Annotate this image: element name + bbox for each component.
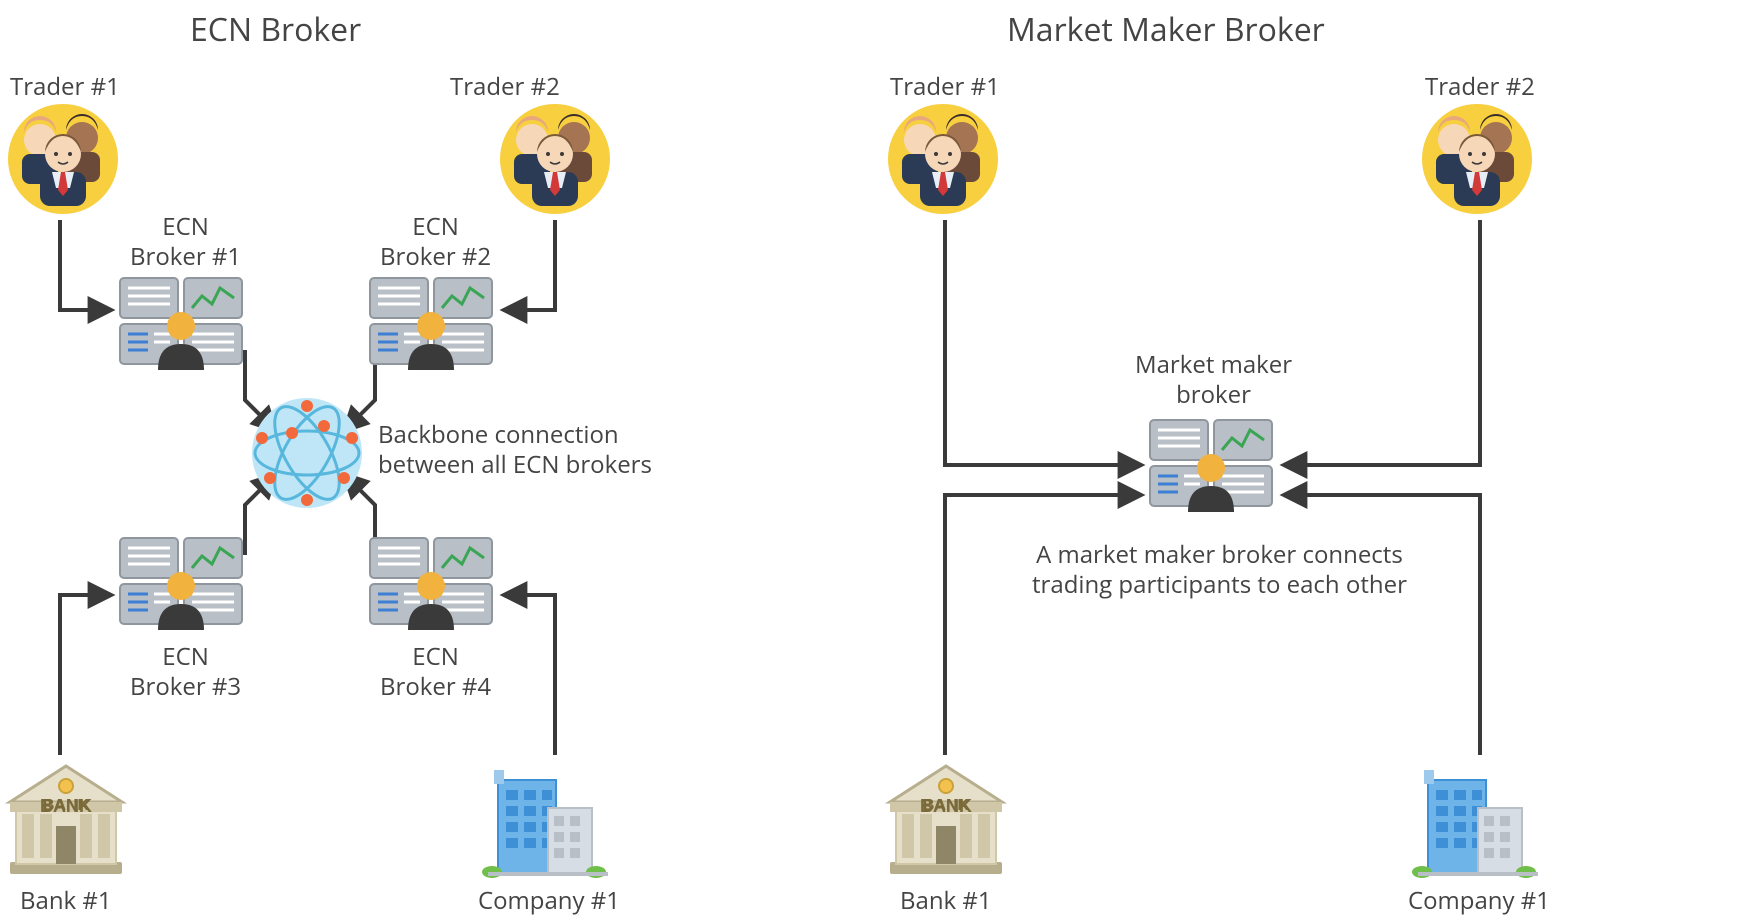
mm-company-label: Company #1 <box>1408 886 1550 916</box>
ecn-broker3-icon <box>120 538 242 630</box>
ecn-backbone-label: Backbone connection between all ECN brok… <box>378 420 652 480</box>
mm-broker-icon <box>1150 420 1272 512</box>
ecn-bank-icon <box>10 766 122 874</box>
ecn-bank-label: Bank #1 <box>20 886 112 916</box>
mm-company-icon <box>1412 770 1538 878</box>
mm-trader2-icon <box>1422 104 1532 214</box>
mm-broker-label: Market maker broker <box>1135 350 1292 410</box>
icons-layer: BANK <box>0 0 1743 924</box>
ecn-broker2-icon <box>370 278 492 370</box>
svg-text:BANK: BANK <box>920 796 972 816</box>
mm-trader2-label: Trader #2 <box>1425 72 1535 102</box>
ecn-broker4-label: ECN Broker #4 <box>380 642 491 702</box>
ecn-company-icon <box>482 770 608 878</box>
mm-bank-icon <box>890 766 1002 874</box>
ecn-broker4-icon <box>370 538 492 630</box>
ecn-company-label: Company #1 <box>478 886 620 916</box>
ecn-globe-icon <box>252 397 362 509</box>
mm-desc-label: A market maker broker connects trading p… <box>1032 540 1407 600</box>
ecn-broker1-label: ECN Broker #1 <box>130 212 241 272</box>
ecn-broker2-label: ECN Broker #2 <box>380 212 491 272</box>
ecn-broker3-label: ECN Broker #3 <box>130 642 241 702</box>
mm-trader1-label: Trader #1 <box>890 72 1000 102</box>
mm-bank-label: Bank #1 <box>900 886 992 916</box>
svg-text:BANK: BANK <box>40 796 92 816</box>
mm-trader1-icon <box>888 104 998 214</box>
ecn-broker1-icon <box>120 278 242 370</box>
ecn-trader2-icon <box>500 104 610 214</box>
diagram-canvas: ECN Broker Market Maker Broker Trader #1… <box>0 0 1743 924</box>
ecn-trader1-icon <box>8 104 118 214</box>
